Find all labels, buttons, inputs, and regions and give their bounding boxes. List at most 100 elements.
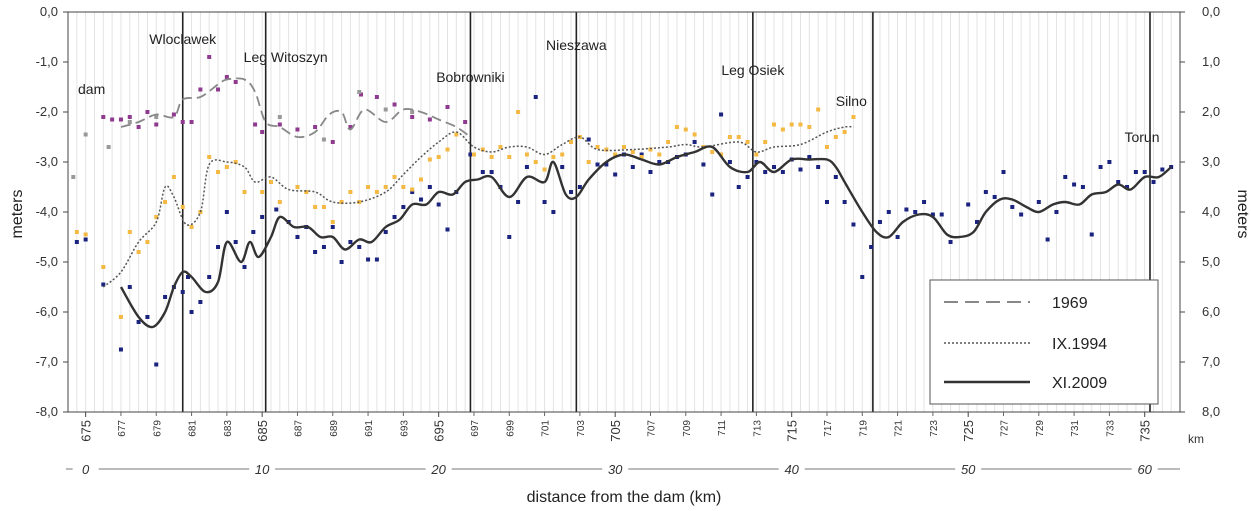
scatter-point — [127, 115, 132, 119]
x-tick-label-major: 675 — [79, 420, 94, 442]
scatter-point — [842, 200, 847, 204]
scatter-point — [922, 200, 927, 204]
scatter-point — [577, 185, 582, 189]
scatter-point — [189, 120, 194, 124]
y-tick-label-right: 4,0 — [1202, 204, 1220, 219]
scatter-point — [198, 87, 203, 92]
scatter-point — [295, 127, 300, 132]
x-tick-label-minor: 679 — [152, 420, 163, 437]
scatter-point — [560, 165, 565, 169]
scatter-point — [1072, 182, 1077, 187]
scatter-point — [277, 200, 282, 204]
y-tick-label-left: -4,0 — [36, 204, 58, 219]
scatter-point — [754, 160, 759, 164]
scatter-point — [224, 165, 229, 169]
scatter-point — [233, 80, 238, 84]
scatter-point — [154, 115, 159, 119]
scatter-point — [74, 240, 79, 244]
x-tick-label-minor: 681 — [188, 420, 199, 437]
y-tick-label-left: -2,0 — [36, 104, 58, 119]
scatter-point — [622, 145, 626, 149]
scatter-point — [101, 265, 106, 269]
scatter-point — [604, 162, 609, 167]
scatter-point — [816, 165, 821, 169]
scatter-point — [824, 200, 829, 204]
scatter-point — [1054, 210, 1059, 214]
scatter-point — [674, 125, 679, 129]
scatter-point — [798, 122, 803, 127]
scatter-point — [1133, 170, 1138, 174]
scatter-point — [304, 190, 309, 194]
legend: 1969 IX.1994 XI.2009 — [929, 279, 1159, 405]
scatter-point — [419, 177, 424, 182]
scatter-point — [824, 145, 829, 149]
scatter-point — [468, 152, 473, 157]
x-tick-label-major: 685 — [255, 420, 270, 442]
scatter-point — [1036, 200, 1041, 204]
x-tick-label-minor: 731 — [1070, 420, 1081, 437]
scatter-point — [268, 180, 273, 184]
legend-label-1969: 1969 — [1052, 295, 1088, 312]
scatter-point — [313, 125, 318, 129]
scatter-point — [833, 175, 838, 179]
scatter-point — [480, 170, 485, 174]
x-tick-label-minor: 723 — [929, 420, 940, 437]
scatter-point — [410, 187, 415, 192]
x-tick-label-major: 705 — [608, 420, 623, 442]
distance-tick-label: 60 — [1137, 462, 1152, 477]
scatter-point — [366, 257, 371, 262]
scatter-point — [198, 210, 203, 214]
location-label: Leg Osiek — [721, 62, 785, 78]
location-label: Silno — [836, 93, 867, 109]
y-tick-label-left: 0,0 — [40, 4, 58, 19]
distance-tick-bg — [955, 460, 982, 478]
scatter-point — [74, 230, 79, 234]
x-tick-label-minor: 701 — [541, 420, 552, 437]
scatter-point — [657, 152, 662, 157]
scatter-point — [454, 132, 459, 137]
location-label: Nieszawa — [546, 37, 607, 53]
scatter-point — [348, 240, 353, 244]
scatter-point — [419, 197, 424, 202]
scatter-point — [242, 190, 247, 194]
scatter-point — [886, 210, 891, 214]
scatter-point — [595, 162, 600, 167]
location-label: Bobrowniki — [436, 69, 504, 85]
scatter-point — [118, 347, 123, 352]
x-tick-label-minor: 729 — [1035, 420, 1046, 437]
scatter-point — [207, 275, 212, 279]
location-labels: dam Wloclawek Leg Witoszyn Bobrowniki Niesza… — [78, 31, 1160, 145]
x-tick-label-minor: 713 — [752, 420, 763, 437]
scatter-point — [83, 132, 88, 137]
scatter-point — [1160, 167, 1165, 172]
scatter-point — [630, 150, 635, 154]
scatter-point — [330, 140, 335, 144]
scatter-point — [913, 210, 918, 214]
scatter-point — [83, 232, 88, 237]
scatter-point — [983, 190, 988, 194]
scatter-point — [374, 190, 379, 194]
distance-tick-label: 40 — [784, 462, 799, 477]
y-tick-label-right: 7,0 — [1202, 354, 1220, 369]
scatter-point — [216, 170, 221, 174]
scatter-point — [277, 122, 282, 127]
scatter-point — [330, 225, 335, 229]
scatter-point — [745, 140, 750, 144]
scatter-point — [392, 215, 397, 219]
legend-label-1994: IX.1994 — [1052, 336, 1107, 353]
y-tick-label-left: -1,0 — [36, 54, 58, 69]
distance-tick-bg — [602, 460, 629, 478]
scatter-point — [516, 110, 521, 114]
scatter-point — [560, 152, 565, 157]
scatter-point — [948, 240, 953, 244]
scatter-point — [666, 140, 671, 144]
scatter-point — [145, 240, 150, 244]
scatter-point — [427, 117, 432, 122]
scatter-point — [189, 225, 194, 229]
x-tick-label-minor: 699 — [505, 420, 516, 437]
x-tick-label-minor: 689 — [329, 420, 340, 437]
minor-gridlines — [76, 12, 1172, 412]
location-label: Leg Witoszyn — [244, 49, 328, 65]
scatter-point — [780, 127, 785, 132]
scatter-point — [357, 245, 362, 249]
